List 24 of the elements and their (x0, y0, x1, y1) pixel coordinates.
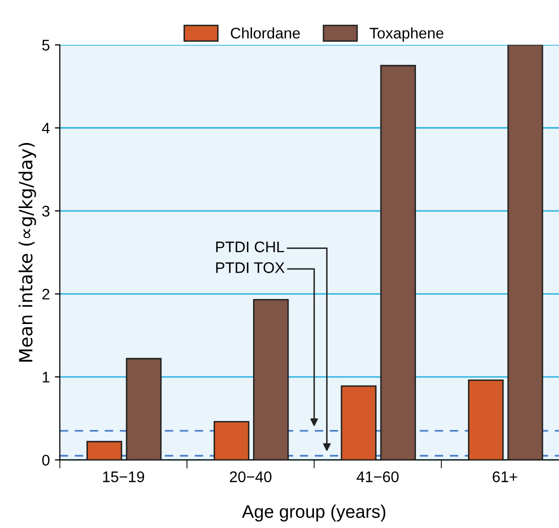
y-tick-label: 2 (42, 288, 50, 300)
y-tick-label: 0 (42, 454, 50, 466)
y-tick-label: 5 (42, 40, 50, 51)
x-axis-title: Age group (years) (242, 504, 386, 522)
legend-label: Toxaphene (370, 27, 444, 42)
y-tick-label: 1 (42, 372, 50, 382)
ref-line-label: PTDI CHL (216, 242, 284, 252)
bar (253, 299, 289, 460)
bar (214, 421, 250, 460)
legend-label: Chlordane (230, 27, 300, 39)
bar (507, 44, 544, 460)
x-tick-label: 41−60 (356, 471, 399, 482)
ref-line-label: PTDI TOX (216, 262, 285, 274)
bar (126, 358, 162, 460)
y-axis-title: Mean intake (∝g/kg/day) (18, 142, 36, 362)
y-tick-label: 3 (42, 206, 50, 217)
bar (468, 380, 504, 460)
bar (380, 64, 416, 460)
bar (340, 385, 377, 460)
x-tick-label: 20−40 (230, 471, 272, 482)
x-tick-label: 61+ (492, 471, 518, 482)
bar (86, 440, 122, 460)
x-tick-label: 15−19 (103, 471, 144, 482)
y-tick-label: 4 (42, 122, 50, 134)
